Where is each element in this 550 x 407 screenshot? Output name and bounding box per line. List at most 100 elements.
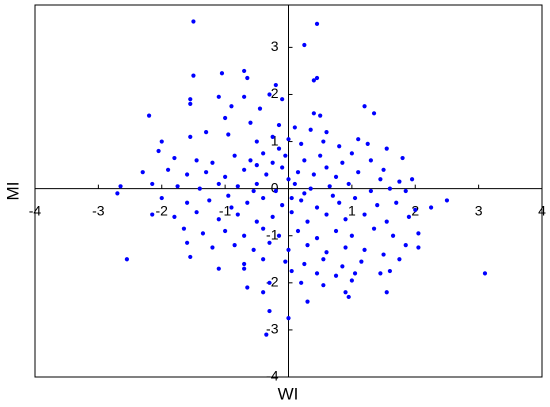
point [311, 172, 316, 177]
point [299, 280, 304, 285]
point [409, 177, 415, 182]
point [207, 198, 212, 203]
point [172, 214, 177, 219]
point [245, 285, 250, 290]
point [273, 188, 278, 194]
point [226, 193, 231, 198]
point [327, 184, 332, 189]
point [305, 219, 310, 224]
point [254, 181, 259, 187]
point [242, 167, 247, 172]
point [406, 214, 412, 219]
point [371, 111, 377, 116]
point [397, 179, 402, 184]
point [314, 271, 320, 276]
point [276, 233, 282, 238]
point [302, 42, 307, 48]
point [289, 268, 294, 274]
point [286, 177, 291, 182]
point [302, 261, 307, 267]
point [378, 177, 383, 182]
point [318, 153, 323, 158]
point [333, 228, 339, 234]
point [165, 167, 171, 172]
point [200, 231, 206, 236]
point [321, 139, 326, 144]
point [368, 188, 373, 194]
point [188, 134, 193, 139]
point [223, 174, 228, 179]
point [242, 94, 247, 99]
point [387, 186, 392, 191]
point [381, 167, 386, 172]
point [229, 205, 234, 210]
point [337, 144, 342, 149]
point [384, 290, 389, 295]
y-axis-label: MI [3, 182, 22, 201]
point [314, 205, 320, 210]
point [124, 257, 129, 262]
point [280, 203, 285, 208]
point [194, 158, 199, 163]
point [267, 280, 272, 285]
point [346, 294, 351, 300]
point [159, 139, 164, 144]
point [356, 137, 361, 142]
point [292, 181, 297, 187]
point [181, 226, 187, 231]
point [299, 141, 304, 147]
point [324, 250, 329, 255]
point [204, 130, 209, 135]
point [403, 188, 408, 194]
point [308, 127, 313, 132]
point [150, 181, 155, 187]
point [324, 212, 329, 217]
point [115, 191, 120, 196]
point [308, 186, 313, 191]
point [330, 193, 335, 198]
point [311, 78, 316, 83]
point [226, 132, 231, 137]
point [261, 290, 266, 295]
point [295, 228, 301, 234]
point [343, 217, 348, 222]
point [248, 158, 253, 163]
point [270, 214, 275, 219]
point [235, 212, 240, 217]
point [280, 97, 285, 102]
point [118, 184, 123, 189]
point [194, 210, 199, 215]
point [248, 120, 253, 125]
point [175, 184, 180, 189]
point [276, 122, 282, 128]
point [216, 217, 221, 222]
point [267, 308, 272, 314]
point [251, 247, 256, 252]
y-tick-label: -1 [266, 226, 279, 242]
point [270, 134, 275, 139]
point [264, 332, 269, 337]
point [191, 73, 196, 78]
point [394, 200, 399, 205]
point [223, 115, 228, 121]
point [232, 243, 237, 248]
point [204, 170, 209, 175]
point [172, 155, 177, 161]
point [261, 257, 266, 262]
point [216, 181, 221, 187]
point [482, 271, 488, 276]
point [378, 271, 383, 276]
point [286, 137, 291, 142]
point [384, 219, 389, 224]
point [210, 160, 215, 165]
point [375, 203, 380, 208]
point [232, 153, 237, 158]
point [403, 243, 408, 248]
point [185, 172, 190, 177]
point [242, 266, 247, 271]
point [292, 125, 297, 130]
point [362, 104, 367, 109]
point [289, 210, 294, 215]
point [390, 233, 396, 238]
